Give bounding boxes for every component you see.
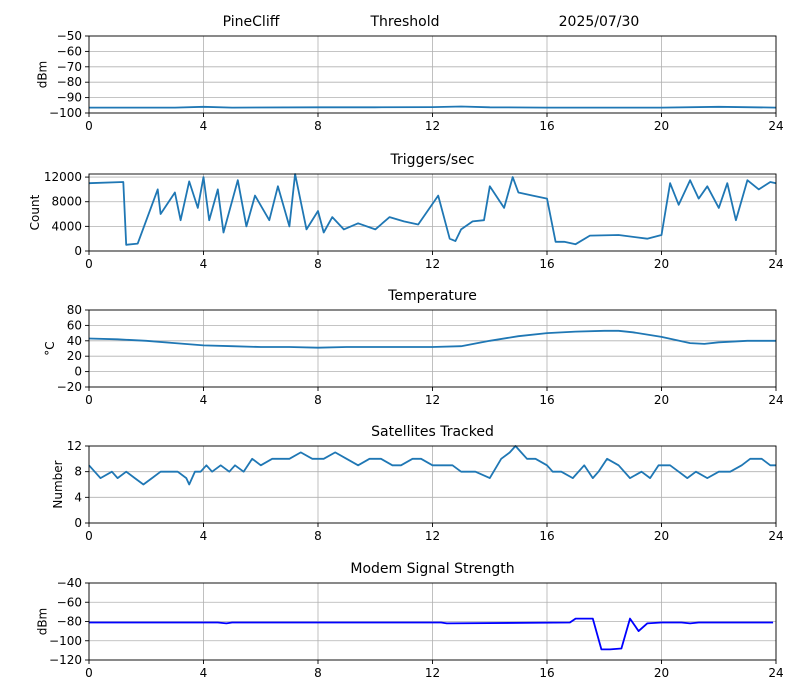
x-tick-label: 16 xyxy=(539,529,554,543)
chart-date: 2025/07/30 xyxy=(559,14,640,30)
x-tick-label: 20 xyxy=(654,119,669,133)
y-tick-label: −100 xyxy=(49,634,82,648)
x-tick-label: 8 xyxy=(314,119,322,133)
x-tick-label: 12 xyxy=(425,529,440,543)
x-tick-label: 4 xyxy=(200,666,208,680)
series-line xyxy=(88,329,776,349)
y-tick-label: −60 xyxy=(57,595,82,609)
x-tick-label: 4 xyxy=(200,119,208,133)
x-tick-label: 12 xyxy=(425,257,440,271)
x-tick-label: 16 xyxy=(539,666,554,680)
x-tick-label: 8 xyxy=(314,257,322,271)
y-tick-label: 8000 xyxy=(51,195,82,209)
y-tick-label: −40 xyxy=(57,576,82,590)
y-tick-label: 0 xyxy=(74,244,82,258)
x-tick-label: 8 xyxy=(314,529,322,543)
y-tick-label: 40 xyxy=(67,334,82,348)
y-axis-label: dBm xyxy=(36,608,50,636)
y-tick-label: −80 xyxy=(57,615,82,629)
x-tick-label: 16 xyxy=(539,257,554,271)
y-tick-label: 12 xyxy=(67,439,82,453)
chart-title: Modem Signal Strength xyxy=(350,561,514,577)
y-tick-label: −20 xyxy=(57,380,82,394)
y-tick-label: −50 xyxy=(57,29,82,43)
x-tick-label: 0 xyxy=(85,529,93,543)
x-tick-label: 0 xyxy=(85,257,93,271)
x-tick-label: 12 xyxy=(425,666,440,680)
y-tick-label: 80 xyxy=(67,303,82,317)
y-tick-label: −100 xyxy=(49,106,82,120)
y-axis-label: Number xyxy=(51,460,65,508)
chart-panel: 0 4 8 12 16 20 24 0 4 8 12 Satellites Tracked Number xyxy=(51,424,784,543)
chart-panel: 0 4 8 12 16 20 24 −50−60 −70−80 −90−100 dBm xyxy=(36,29,784,133)
x-tick-label: 16 xyxy=(539,119,554,133)
x-tick-label: 0 xyxy=(85,393,93,407)
series-line xyxy=(88,445,776,486)
x-tick-label: 4 xyxy=(200,393,208,407)
x-tick-label: 20 xyxy=(654,257,669,271)
chart-panel: 0 4 8 12 16 20 24 −40 −60 −80 −100 −120 Modem Signal… xyxy=(36,561,784,680)
y-axis-label: °C xyxy=(43,341,57,355)
x-tick-label: 24 xyxy=(768,666,783,680)
chart-panel: 0 4 8 12 16 20 24 0 4000 8000 12000 Triggers/sec Cou… xyxy=(28,152,784,271)
y-tick-label: 12000 xyxy=(44,170,82,184)
series-line xyxy=(89,617,774,651)
x-tick-label: 24 xyxy=(768,119,783,133)
x-tick-label: 24 xyxy=(768,529,783,543)
x-tick-label: 20 xyxy=(654,529,669,543)
y-tick-label: 4000 xyxy=(51,219,82,233)
x-tick-label: 8 xyxy=(314,393,322,407)
y-tick-label: −90 xyxy=(57,91,82,105)
x-tick-label: 4 xyxy=(200,529,208,543)
x-tick-label: 8 xyxy=(314,666,322,680)
x-tick-label: 20 xyxy=(654,393,669,407)
y-axis-label: Count xyxy=(28,194,42,230)
y-tick-label: 0 xyxy=(74,516,82,530)
chart-title: Triggers/sec xyxy=(390,152,475,168)
y-tick-label: 8 xyxy=(74,465,82,479)
y-axis-label: dBm xyxy=(36,61,50,89)
figure-header: PineCliff Threshold 2025/07/30 xyxy=(223,14,640,30)
y-tick-label: 0 xyxy=(74,365,82,379)
x-tick-label: 12 xyxy=(425,393,440,407)
y-tick-label: 60 xyxy=(67,318,82,332)
x-tick-label: 24 xyxy=(768,393,783,407)
x-tick-label: 0 xyxy=(85,666,93,680)
chart-title: Satellites Tracked xyxy=(371,424,494,440)
series-line xyxy=(89,105,777,109)
series-line xyxy=(88,173,777,246)
x-tick-label: 16 xyxy=(539,393,554,407)
chart-title: Temperature xyxy=(387,288,477,304)
x-tick-label: 4 xyxy=(200,257,208,271)
chart-label-threshold: Threshold xyxy=(370,14,440,30)
y-tick-label: 4 xyxy=(74,490,82,504)
station-name: PineCliff xyxy=(223,14,280,30)
x-tick-label: 0 xyxy=(85,119,93,133)
y-tick-label: −120 xyxy=(49,653,82,667)
x-tick-label: 20 xyxy=(654,666,669,680)
y-tick-label: −60 xyxy=(57,44,82,58)
x-tick-label: 12 xyxy=(425,119,440,133)
y-tick-label: −80 xyxy=(57,75,82,89)
y-tick-label: 20 xyxy=(67,349,82,363)
x-tick-label: 24 xyxy=(768,257,783,271)
y-tick-label: −70 xyxy=(57,60,82,74)
